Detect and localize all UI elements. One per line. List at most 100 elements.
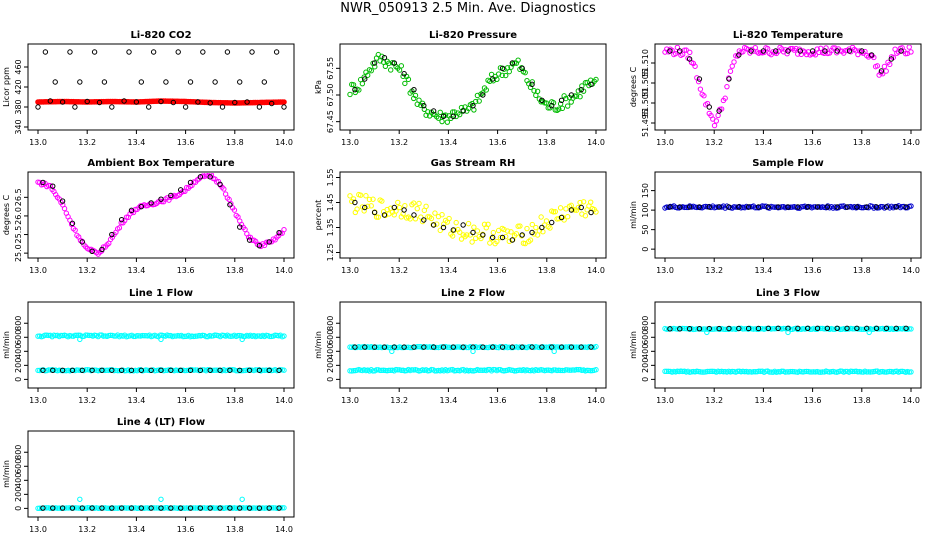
data-point-high [664,326,670,332]
data-point-data [137,203,144,209]
data-point-data [577,199,583,206]
data-point-avg [785,204,791,210]
data-point-low [214,505,220,511]
data-point-avg [893,325,899,331]
data-point-data [575,88,582,94]
x-tick-label: 13.8 [853,396,871,405]
data-point-avg [844,325,850,331]
data-point-low [370,368,376,374]
data-point-data [402,202,408,209]
y-tick-label: 600 [641,330,650,345]
x-tick-label: 13.4 [439,396,457,405]
data-point-high [141,333,147,339]
data-point-data [674,205,681,211]
data-point-high [203,333,209,340]
data-point-data [490,229,497,236]
plot-data [35,496,287,512]
data-point-low [784,369,790,375]
data-point-data [453,219,459,226]
data-point-data [465,220,472,227]
x-tick-label: 13.6 [804,396,822,405]
x-tick-label: 14.0 [902,266,920,275]
data-point-low [803,368,810,375]
data-point-high [240,333,246,340]
data-point-high [398,344,405,351]
data-point-data [428,215,435,222]
data-point-high [134,333,140,339]
data-point-avg [677,326,683,332]
data-point-avg [96,99,103,106]
data-point-avg [588,81,594,88]
data-point-data [386,60,392,66]
data-point-data [494,238,500,245]
data-point-data [402,80,408,87]
data-point-low [77,505,84,511]
plot-frame [654,301,922,389]
data-point-avg [898,48,904,54]
y-axis-label: ml/min [2,460,11,488]
data-point-avg [133,99,140,105]
data-point-data [242,226,248,233]
data-point-avg [460,108,466,114]
data-point-low [122,368,128,374]
data-point-avg [411,86,417,93]
data-point-avg [391,204,397,211]
x-tick-label: 13.0 [656,266,674,275]
data-point-data [350,82,357,88]
data-point-data [357,192,364,198]
chart-line4: Line 4 (LT) Flow ml/min 13.0 13.2 13.4 13.6 13… [2,417,295,534]
data-point-avg [195,99,201,105]
data-point-avg [450,113,457,120]
data-point-low [244,505,250,511]
data-point-avg [549,219,555,226]
data-point-avg [686,326,693,332]
data-point-avg [411,212,417,218]
data-point-low [752,369,758,375]
y-tick-label: 67.45 [326,110,335,133]
data-point-avg [795,204,801,210]
data-point-high [444,344,451,350]
x-tick-label: 13.0 [341,138,359,147]
y-tick-label: 1.25 [326,244,335,262]
plot-frame [27,43,295,131]
data-point-data [72,227,78,233]
data-point-avg [509,344,516,350]
data-point-avg [804,325,811,331]
data-point-low [478,367,484,373]
x-tick-label: 13.2 [78,525,96,534]
data-point-data [414,205,420,212]
data-point-avg [182,104,189,110]
data-point-avg2 [261,79,268,85]
chart-title: Sample Flow [752,158,824,169]
data-point-outliers [785,329,791,336]
data-point-avg [716,204,722,210]
plot-frame [654,43,922,131]
data-point-data [347,91,353,98]
data-point-avg [40,179,46,186]
data-point-high [908,326,914,332]
data-point-high [572,344,578,350]
data-point-avg [197,174,204,180]
data-point-avg2 [101,79,108,85]
data-point-high [757,325,764,332]
data-point-data [488,235,495,242]
data-point-low [238,505,245,511]
data-point-data [557,205,564,211]
data-point-avg [227,505,233,511]
x-tick-label: 13.8 [853,266,871,275]
data-point-data [701,93,707,99]
chart-sample: Sample Flow ml/min 13.0 13.2 13.4 13.6 13.8 14.… [629,158,922,275]
x-tick-label: 13.0 [341,396,359,405]
data-point-low [837,368,843,374]
chart-title: Line 3 Flow [756,288,820,299]
data-point-low [183,505,190,511]
data-point-data [439,118,445,125]
data-point-avg [381,212,388,218]
data-point-avg [175,49,181,55]
y-tick-label: 0 [326,377,335,382]
data-point-low [249,505,255,511]
data-point-data [416,97,422,103]
data-point-avg [804,204,811,210]
data-point-data [474,228,481,234]
data-point-avg [775,325,781,332]
